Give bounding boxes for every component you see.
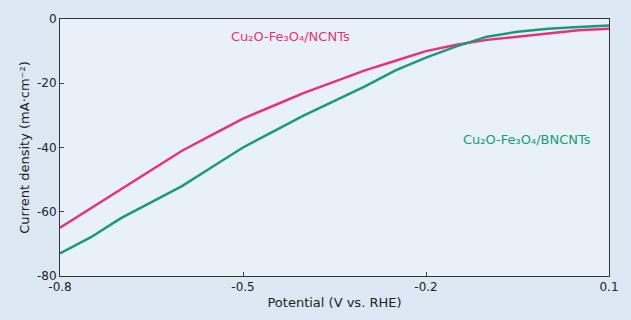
svg-text:-0.8: -0.8	[48, 280, 71, 294]
svg-text:0.1: 0.1	[599, 280, 618, 294]
svg-text:Cu₂O-Fe₃O₄/NCNTs: Cu₂O-Fe₃O₄/NCNTs	[231, 29, 350, 44]
svg-text:-0.5: -0.5	[231, 280, 254, 294]
svg-text:-0.2: -0.2	[414, 280, 437, 294]
svg-text:-40: -40	[37, 141, 57, 155]
svg-text:Cu₂O-Fe₃O₄/BNCNTs: Cu₂O-Fe₃O₄/BNCNTs	[463, 132, 591, 147]
svg-text:-20: -20	[37, 76, 57, 90]
svg-text:0: 0	[49, 12, 57, 26]
svg-text:Current density (mA·cm⁻²): Current density (mA·cm⁻²)	[17, 61, 32, 233]
svg-text:Potential (V vs. RHE): Potential (V vs. RHE)	[267, 295, 401, 310]
svg-text:-80: -80	[37, 269, 57, 283]
svg-text:-60: -60	[37, 205, 57, 219]
